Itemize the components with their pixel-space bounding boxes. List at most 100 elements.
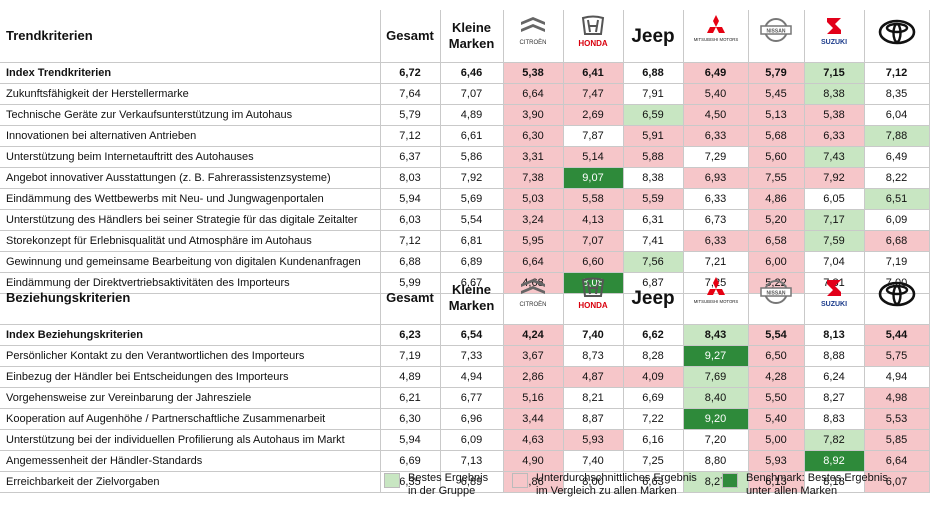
cell-brand-value: 8,87 [562, 408, 624, 430]
column-header-brand-logo: SUZUKI [803, 272, 865, 325]
cell-kleine-marken: 6,54 [439, 324, 504, 346]
cell-brand-value: 7,82 [803, 429, 865, 451]
cell-brand-value: 3,24 [502, 209, 564, 231]
row-label: Erreichbarkeit der Zielvorgaben [0, 471, 381, 493]
cell-brand-value: 6,33 [682, 230, 749, 252]
cell-gesamt: 6,37 [379, 146, 441, 168]
cell-brand-value: 7,47 [562, 83, 624, 105]
cell-brand-value: 5,53 [863, 408, 930, 430]
legend-benchmark: Benchmark: Bestes Ergebnis unter allen M… [722, 472, 888, 498]
cell-kleine-marken: 4,89 [439, 104, 504, 126]
cell-kleine-marken: 7,92 [439, 167, 504, 189]
mitsubishi-logo-text: MITSUBISHI MOTORS [693, 299, 738, 304]
cell-brand-value: 5,58 [562, 188, 624, 210]
cell-brand-value: 3,90 [502, 104, 564, 126]
legend-text: Bestes Ergebnis in der Gruppe [408, 472, 489, 497]
cell-brand-value: 6,73 [682, 209, 749, 231]
cell-brand-value: 6,07 [863, 471, 930, 493]
cell-gesamt: 8,03 [379, 167, 441, 189]
cell-brand-value: 4,90 [502, 450, 564, 472]
cell-brand-value: 7,04 [803, 251, 865, 273]
cell-brand-value: 7,07 [562, 230, 624, 252]
cell-brand-value: 6,49 [863, 146, 930, 168]
cell-kleine-marken: 7,13 [439, 450, 504, 472]
cell-brand-value: 6,64 [863, 450, 930, 472]
column-header-brand-logo: Jeep [622, 272, 684, 325]
cell-kleine-marken: 5,86 [439, 146, 504, 168]
cell-kleine-marken: 6,09 [439, 429, 504, 451]
row-label: Storekonzept für Erlebnisqualität und At… [0, 230, 381, 252]
row-label: Technische Geräte zur Verkaufsunterstütz… [0, 104, 381, 126]
cell-brand-value: 5,13 [747, 104, 805, 126]
cell-kleine-marken: 7,33 [439, 345, 504, 367]
cell-gesamt: 5,79 [379, 104, 441, 126]
cell-gesamt: 6,72 [379, 62, 441, 84]
table-row: Vorgehensweise zur Vereinbarung der Jahr… [0, 387, 930, 409]
cell-brand-value: 6,88 [622, 62, 684, 84]
cell-brand-value: 7,29 [682, 146, 749, 168]
jeep-logo-icon: Jeep [631, 288, 674, 309]
cell-brand-value: 3,67 [502, 345, 564, 367]
cell-brand-value: 6,58 [747, 230, 805, 252]
cell-brand-value: 4,50 [682, 104, 749, 126]
table-row: Angebot innovativer Ausstattungen (z. B.… [0, 167, 930, 189]
cell-brand-value: 5,85 [863, 429, 930, 451]
cell-kleine-marken: 4,94 [439, 366, 504, 388]
cell-brand-value: 6,41 [562, 62, 624, 84]
nissan-logo-icon: NISSAN [760, 279, 792, 304]
honda-logo-text: HONDA [578, 301, 608, 310]
cell-brand-value: 7,91 [622, 83, 684, 105]
toyota-logo-icon [878, 281, 915, 306]
nissan-logo-icon: NISSAN [760, 17, 792, 42]
cell-brand-value: 8,28 [622, 345, 684, 367]
cell-brand-value: 5,59 [622, 188, 684, 210]
column-header-brand-logo: MITSUBISHI MOTORS [682, 272, 749, 325]
row-label: Unterstützung bei der individuellen Prof… [0, 429, 381, 451]
mitsubishi-logo-icon: MITSUBISHI MOTORS [693, 14, 738, 42]
citroen-logo-icon: CITROËN [520, 16, 547, 46]
column-header-brand-logo: NISSAN [747, 272, 805, 325]
cell-brand-value: 6,69 [622, 387, 684, 409]
cell-brand-value: 8,73 [562, 345, 624, 367]
cell-brand-value: 7,21 [682, 251, 749, 273]
column-header-brand-logo [863, 10, 930, 63]
mitsubishi-logo-text: MITSUBISHI MOTORS [693, 37, 738, 42]
cell-gesamt: 5,94 [379, 188, 441, 210]
row-label: Zukunftsfähigkeit der Herstellermarke [0, 83, 381, 105]
column-header-gesamt: Gesamt [379, 10, 441, 63]
cell-brand-value: 6,33 [803, 125, 865, 147]
cell-brand-value: 5,40 [682, 83, 749, 105]
relationship-table-body: Beziehungskriterien Gesamt Kleine Marken C… [0, 272, 930, 493]
nissan-logo-text: NISSAN [767, 28, 786, 34]
cell-brand-value: 8,38 [803, 83, 865, 105]
cell-brand-value: 5,20 [747, 209, 805, 231]
legend-below-average: Unterdurchschnittliches Ergebnis im Verg… [512, 472, 697, 498]
table-row: Einbezug der Händler bei Entscheidungen … [0, 366, 930, 388]
cell-gesamt: 6,30 [379, 408, 441, 430]
row-label: Eindämmung des Wettbewerbs mit Neu- und … [0, 188, 381, 210]
cell-brand-value: 6,60 [562, 251, 624, 273]
suzuki-logo-icon: SUZUKI [821, 17, 847, 46]
cell-gesamt: 6,69 [379, 450, 441, 472]
legend-swatch-green [384, 473, 400, 488]
cell-brand-value: 8,83 [803, 408, 865, 430]
table-row: Zukunftsfähigkeit der Herstellermarke 7,6… [0, 83, 930, 105]
cell-kleine-marken: 7,07 [439, 83, 504, 105]
citroen-logo-text: CITROËN [520, 301, 547, 308]
cell-brand-value: 4,98 [863, 387, 930, 409]
cell-brand-value: 6,64 [502, 251, 564, 273]
cell-brand-value: 5,68 [747, 125, 805, 147]
cell-gesamt: 6,23 [379, 324, 441, 346]
cell-brand-value: 5,00 [747, 429, 805, 451]
cell-brand-value: 4,28 [747, 366, 805, 388]
cell-kleine-marken: 5,54 [439, 209, 504, 231]
toyota-logo-icon [878, 19, 915, 44]
table-row: Unterstützung des Händlers bei seiner St… [0, 209, 930, 231]
column-header-brand-logo: NISSAN [747, 10, 805, 63]
cell-brand-value: 8,80 [682, 450, 749, 472]
cell-brand-value: 6,59 [622, 104, 684, 126]
row-label: Innovationen bei alternativen Antrieben [0, 125, 381, 147]
cell-brand-value: 6,04 [863, 104, 930, 126]
table-row: Eindämmung des Wettbewerbs mit Neu- und … [0, 188, 930, 210]
cell-kleine-marken: 6,46 [439, 62, 504, 84]
